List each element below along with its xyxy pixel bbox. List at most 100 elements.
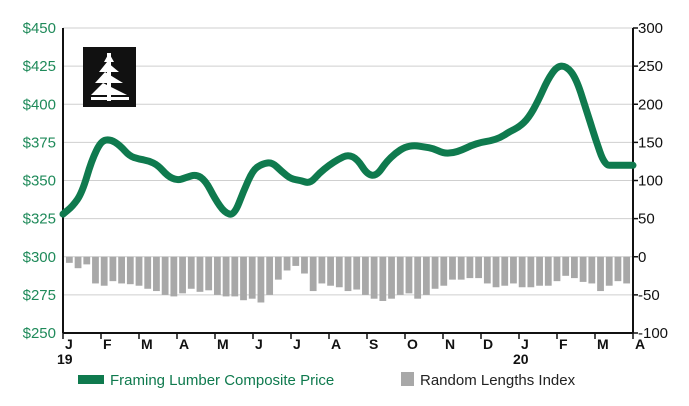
legend-label-random-lengths: Random Lengths Index	[420, 372, 576, 389]
right-axis-tick-label: 200	[638, 96, 663, 113]
random-lengths-bar	[118, 256, 125, 284]
random-lengths-bar	[483, 256, 491, 284]
random-lengths-bar	[431, 256, 439, 289]
axes	[62, 27, 638, 339]
random-lengths-bar	[126, 256, 134, 285]
random-lengths-bar	[240, 256, 247, 301]
left-axis-tick-label: $300	[23, 249, 56, 266]
x-axis-month-label: J	[65, 336, 73, 352]
x-axis-month-label: A	[331, 336, 341, 352]
legend-label-composite-price: Framing Lumber Composite Price	[110, 372, 334, 389]
x-axis-month-label: D	[483, 336, 493, 352]
random-lengths-bar	[388, 256, 395, 299]
random-lengths-bar	[379, 256, 387, 301]
legend-swatch-composite-price	[78, 375, 104, 384]
legend-swatch-random-lengths	[401, 372, 414, 386]
random-lengths-bar	[544, 256, 552, 286]
x-axis-month-label: S	[369, 336, 378, 352]
left-axis-tick-label: $425	[23, 58, 56, 75]
random-lengths-bar	[396, 256, 404, 295]
x-axis-year-label: 19	[57, 351, 73, 367]
random-lengths-bar	[83, 256, 91, 265]
composite-price-line-layer	[59, 62, 637, 218]
random-lengths-bar	[579, 256, 587, 282]
random-lengths-bar	[370, 256, 378, 299]
random-lengths-bar	[518, 256, 526, 288]
left-axis-ticks: $450 $425 $400 $375 $350 $325 $300 $275 $250	[23, 20, 56, 342]
random-lengths-bar	[344, 256, 352, 292]
random-lengths-bar	[536, 256, 543, 286]
x-axis-month-label: O	[407, 336, 418, 352]
random-lengths-bar	[327, 256, 334, 286]
random-lengths-bar	[553, 256, 561, 282]
legend: Framing Lumber Composite Price Random Le…	[78, 372, 576, 389]
random-lengths-bar	[153, 256, 160, 292]
x-axis-month-label: F	[559, 336, 568, 352]
left-axis-tick-label: $350	[23, 173, 56, 190]
random-lengths-bar	[440, 256, 448, 286]
random-lengths-bar	[449, 256, 456, 280]
x-axis-month-label: F	[103, 336, 112, 352]
random-lengths-bar	[597, 256, 604, 292]
x-axis-month-label: N	[445, 336, 455, 352]
random-lengths-bar	[588, 256, 596, 284]
random-lengths-bar	[74, 256, 82, 269]
right-axis-tick-label: 250	[638, 58, 663, 75]
random-lengths-bar	[475, 256, 483, 279]
random-lengths-bar	[144, 256, 152, 289]
x-axis-month-label: J	[521, 336, 529, 352]
right-axis-ticks: 300 250 200 150 100 50 0 -50 -100	[638, 20, 668, 342]
left-axis-tick-label: $250	[23, 325, 56, 342]
random-lengths-bar	[283, 256, 291, 271]
x-axis-month-label: A	[179, 336, 189, 352]
random-lengths-bar	[623, 256, 631, 284]
x-axis-month-label: M	[597, 336, 609, 352]
random-lengths-bar	[510, 256, 517, 284]
random-lengths-bar	[335, 256, 343, 288]
x-axis-month-label: M	[141, 336, 153, 352]
random-lengths-bar	[405, 256, 413, 294]
random-lengths-bar	[414, 256, 422, 299]
right-axis-tick-label: -50	[638, 287, 660, 304]
tree-logo-icon	[83, 47, 136, 107]
random-lengths-bar	[187, 256, 195, 289]
random-lengths-bar	[100, 256, 108, 286]
composite-price-line	[59, 62, 637, 218]
random-lengths-bar	[257, 256, 265, 303]
x-axis-month-label: A	[635, 336, 645, 352]
right-axis-tick-label: -100	[638, 325, 668, 342]
random-lengths-bar	[109, 256, 117, 282]
random-lengths-bar	[466, 256, 474, 279]
random-lengths-bar	[309, 256, 317, 292]
random-lengths-bar	[135, 256, 143, 286]
random-lengths-bar	[457, 256, 465, 280]
random-lengths-bar	[179, 256, 186, 294]
random-lengths-bar	[605, 256, 613, 286]
random-lengths-bar	[222, 256, 230, 297]
random-lengths-bar	[501, 256, 509, 286]
left-axis-tick-label: $375	[23, 134, 56, 151]
random-lengths-bar	[301, 256, 308, 274]
right-axis-tick-label: 0	[638, 249, 646, 266]
random-lengths-bar	[266, 256, 274, 295]
left-axis-tick-label: $325	[23, 211, 56, 228]
random-lengths-bar	[170, 256, 178, 297]
random-lengths-bar	[492, 256, 500, 288]
right-axis-tick-label: 300	[638, 20, 663, 37]
random-lengths-bar	[571, 256, 578, 279]
x-axis-month-label: J	[255, 336, 263, 352]
left-axis-tick-label: $275	[23, 287, 56, 304]
random-lengths-bar	[65, 256, 73, 263]
x-axis-ticks: J F M A M J J A S O N D J F M A 19 20	[57, 336, 645, 367]
left-axis-tick-label: $400	[23, 96, 56, 113]
random-lengths-bar	[213, 256, 221, 295]
random-lengths-bar	[353, 256, 361, 290]
random-lengths-bars	[65, 256, 631, 303]
random-lengths-bar	[196, 256, 204, 292]
x-axis-month-label: M	[217, 336, 229, 352]
left-axis-tick-label: $450	[23, 20, 56, 37]
x-axis-month-label: J	[293, 336, 301, 352]
random-lengths-bar	[248, 256, 256, 299]
random-lengths-bar	[92, 256, 99, 284]
